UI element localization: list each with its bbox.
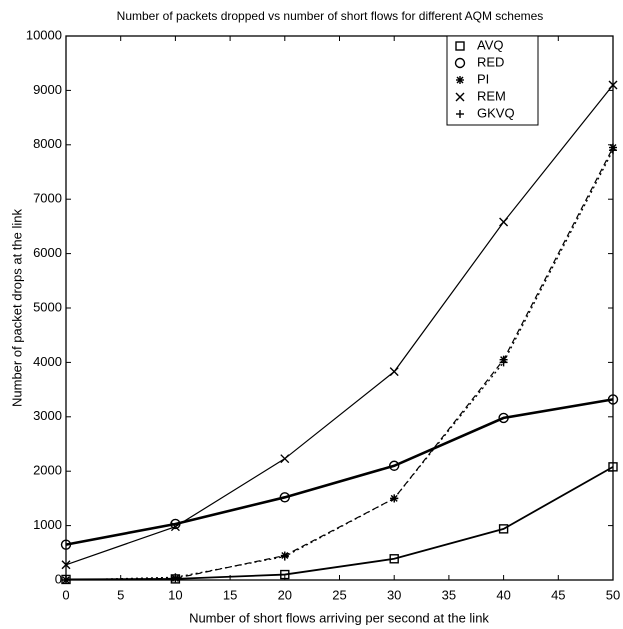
legend-label: RED: [477, 54, 504, 69]
series-line: [65, 147, 614, 581]
marker-circle: [389, 460, 400, 471]
marker: [280, 552, 289, 561]
marker-stroke: [499, 217, 509, 227]
marker: [60, 539, 72, 550]
marker-square: [280, 569, 290, 580]
marker-stroke: [280, 454, 290, 464]
marker-circle: [279, 492, 290, 503]
marker-square: [389, 554, 399, 564]
x-tick-label: 15: [223, 587, 237, 602]
chart-title: Number of packets dropped vs number of s…: [117, 9, 544, 23]
marker: [61, 560, 71, 570]
marker: [456, 110, 464, 118]
x-tick-label: 10: [168, 587, 182, 602]
marker: [62, 576, 70, 584]
x-tick-label: 30: [387, 587, 401, 602]
x-tick-label: 20: [278, 587, 292, 602]
marker: [280, 454, 290, 464]
marker: [171, 573, 180, 582]
marker: [455, 41, 465, 51]
marker: [389, 460, 400, 471]
marker: [279, 492, 290, 503]
y-tick-label: 10000: [26, 27, 62, 42]
marker: [498, 524, 509, 534]
series-line: [65, 466, 614, 581]
legend-label: GKVQ: [477, 105, 515, 120]
marker-circle: [60, 539, 72, 550]
marker: [389, 554, 399, 564]
series-line: [65, 398, 614, 546]
marker: [498, 412, 509, 424]
marker-circle: [498, 412, 509, 424]
marker: [280, 569, 290, 580]
marker: [390, 494, 399, 503]
y-tick-label: 8000: [33, 136, 62, 151]
legend-label: REM: [477, 88, 506, 103]
x-tick-label: 35: [442, 587, 456, 602]
marker: [609, 146, 617, 155]
marker-square: [608, 462, 618, 472]
y-tick-label: 4000: [33, 354, 62, 369]
y-tick-label: 5000: [33, 299, 62, 314]
y-tick-label: 0: [55, 571, 62, 586]
x-tick-label: 40: [496, 587, 510, 602]
marker-stroke: [456, 76, 464, 84]
marker-stroke: [455, 92, 465, 102]
y-tick-label: 3000: [33, 408, 62, 423]
x-tick-label: 50: [606, 587, 620, 602]
marker: [608, 462, 618, 472]
legend-label: AVQ: [477, 37, 504, 52]
x-axis-label: Number of short flows arriving per secon…: [189, 610, 489, 625]
marker: [499, 358, 508, 367]
y-tick-label: 7000: [33, 191, 62, 206]
marker: [455, 92, 465, 102]
marker-stroke: [389, 367, 399, 377]
marker-stroke: [170, 522, 180, 532]
marker: [389, 367, 399, 377]
marker: [607, 394, 619, 405]
series-line: [65, 149, 614, 581]
y-tick-label: 1000: [33, 517, 62, 532]
marker-stroke: [61, 560, 71, 570]
y-axis-label: Number of packet drops at the link: [9, 209, 24, 407]
marker: [499, 217, 509, 227]
legend-label: PI: [477, 71, 489, 86]
marker-stroke: [608, 80, 618, 90]
x-tick-label: 45: [551, 587, 565, 602]
marker: [456, 76, 464, 84]
marker-square: [455, 41, 465, 51]
marker: [170, 522, 180, 532]
marker: [454, 57, 466, 69]
marker-circle: [607, 394, 619, 405]
x-tick-label: 0: [62, 587, 69, 602]
x-tick-label: 5: [117, 587, 124, 602]
y-tick-label: 9000: [33, 82, 62, 97]
marker: [608, 80, 618, 90]
x-tick-label: 25: [332, 587, 346, 602]
series-line: [65, 84, 614, 566]
y-tick-label: 2000: [33, 463, 62, 478]
y-tick-label: 6000: [33, 245, 62, 260]
marker-square: [498, 524, 509, 534]
marker-circle: [454, 57, 466, 69]
